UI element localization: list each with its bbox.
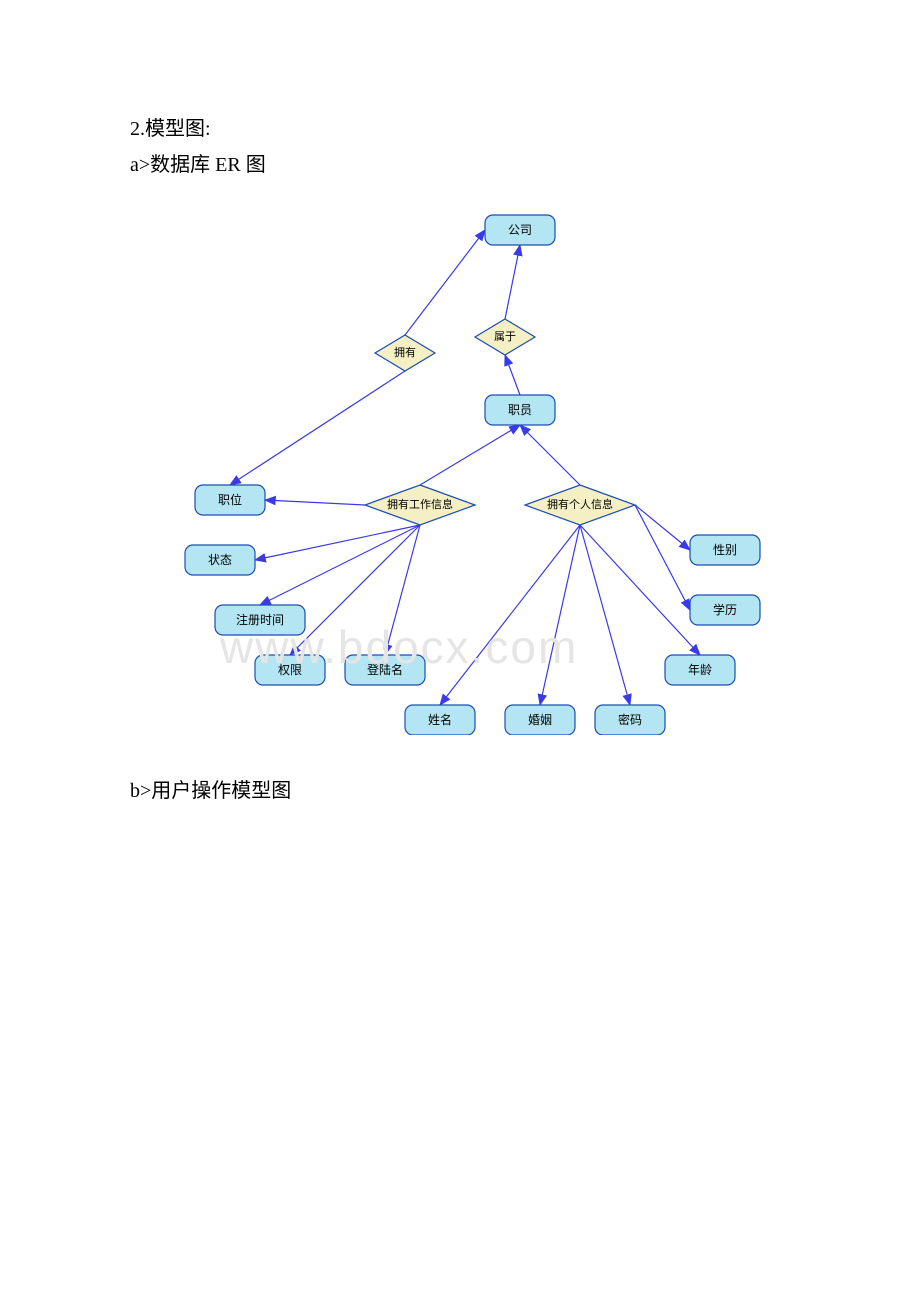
edge-owns-position [230,371,405,485]
nodes-group: 公司拥有 属于职员职位 拥有工作信息 拥有个人信息状态注册时间权限 登陆名姓名 婚姻 密码 年… [185,215,760,735]
edge-employee-belongs [505,355,520,395]
node-regtime: 注册时间 [215,605,305,635]
edge-persinfo-gender [635,505,690,550]
node-password: 密码 [595,705,665,735]
svg-text:职位: 职位 [218,492,242,507]
svg-text:年龄: 年龄 [688,663,712,677]
node-perm: 权限 [255,655,325,685]
node-age: 年龄 [665,655,735,685]
svg-text:职员: 职员 [508,403,532,417]
svg-text:性别: 性别 [713,543,737,557]
edge-workinfo-perm [290,525,420,655]
edge-workinfo-employee [420,425,520,485]
svg-text:学历: 学历 [713,602,737,617]
edge-workinfo-status [255,525,420,560]
node-status: 状态 [185,545,255,575]
svg-text:登陆名: 登陆名 [367,662,403,677]
svg-text:权限: 权限 [278,663,302,677]
node-owns: 拥有 [375,335,435,371]
page: 2.模型图: a>数据库 ER 图 公司拥有 属于职员职位 拥有工作信息 拥有个人信息… [0,0,920,1302]
svg-text:拥有工作信息: 拥有工作信息 [387,497,453,511]
svg-text:拥有个人信息: 拥有个人信息 [547,497,613,511]
heading-model: 2.模型图: [130,112,211,141]
svg-text:注册时间: 注册时间 [236,612,284,627]
edge-persinfo-employee [520,425,580,485]
svg-text:密码: 密码 [618,712,642,727]
edge-persinfo-name [440,525,580,705]
svg-text:公司: 公司 [508,223,532,237]
edge-workinfo-login [385,525,420,655]
edge-workinfo-regtime [260,525,420,605]
svg-text:拥有: 拥有 [394,345,416,359]
node-employee: 职员 [485,395,555,425]
node-position: 职位 [195,485,265,515]
node-edu: 学历 [690,595,760,625]
svg-text:状态: 状态 [208,553,232,567]
node-marriage: 婚姻 [505,705,575,735]
er-diagram: 公司拥有 属于职员职位 拥有工作信息 拥有个人信息状态注册时间权限 登陆名姓名 婚姻 密码 年… [135,195,785,735]
heading-er: a>数据库 ER 图 [130,148,266,177]
node-name: 姓名 [405,705,475,735]
edge-belongs-company [505,245,520,319]
edge-workinfo-position [265,500,365,505]
svg-text:婚姻: 婚姻 [528,712,552,727]
node-belongs: 属于 [475,319,535,355]
node-gender: 性别 [690,535,760,565]
edge-owns-company [405,230,485,335]
edge-persinfo-marriage [540,525,580,705]
node-company: 公司 [485,215,555,245]
node-login: 登陆名 [345,655,425,685]
svg-text:姓名: 姓名 [428,712,452,727]
node-workinfo: 拥有工作信息 [365,485,475,525]
heading-user-model: b>用户操作模型图 [130,774,291,803]
svg-text:属于: 属于 [494,330,516,343]
node-persinfo: 拥有个人信息 [525,485,635,525]
